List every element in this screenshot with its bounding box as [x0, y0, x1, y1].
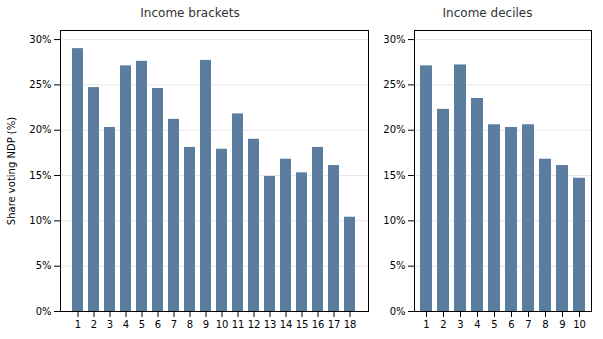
svg-text:20%: 20% [383, 124, 405, 135]
svg-text:3: 3 [107, 319, 113, 330]
svg-text:10%: 10% [29, 215, 51, 226]
svg-text:10%: 10% [383, 215, 405, 226]
html-text:Income deciles: Income deciles [442, 6, 533, 20]
svg-text:12: 12 [248, 319, 261, 330]
svg-text:10: 10 [216, 319, 229, 330]
svg-text:1: 1 [423, 319, 429, 330]
svg-text:30%: 30% [29, 34, 51, 45]
svg-text:2: 2 [91, 319, 97, 330]
svg-text:14: 14 [280, 319, 293, 330]
html-text:Income brackets: Income brackets [140, 6, 240, 20]
svg-text:15%: 15% [383, 170, 405, 181]
svg-text:3: 3 [457, 319, 463, 330]
svg-text:5%: 5% [36, 260, 52, 271]
svg-text:4: 4 [123, 319, 129, 330]
svg-text:13: 13 [264, 319, 277, 330]
svg-text:5%: 5% [390, 260, 406, 271]
svg-text:0%: 0% [36, 306, 52, 317]
svg-text:Share voting NDP (%): Share voting NDP (%) [6, 117, 17, 225]
svg-text:7: 7 [525, 319, 531, 330]
svg-text:4: 4 [474, 319, 480, 330]
svg-text:2: 2 [440, 319, 446, 330]
svg-text:10: 10 [573, 319, 586, 330]
svg-text:0%: 0% [390, 306, 406, 317]
svg-text:9: 9 [203, 319, 209, 330]
svg-text:5: 5 [139, 319, 145, 330]
svg-text:11: 11 [232, 319, 245, 330]
svg-text:25%: 25% [383, 79, 405, 90]
svg-text:5: 5 [491, 319, 497, 330]
svg-text:30%: 30% [383, 34, 405, 45]
svg-text:15%: 15% [29, 170, 51, 181]
svg-text:6: 6 [508, 319, 514, 330]
svg-text:18: 18 [344, 319, 357, 330]
svg-text:6: 6 [155, 319, 161, 330]
svg-text:7: 7 [171, 319, 177, 330]
svg-text:9: 9 [559, 319, 565, 330]
svg-text:20%: 20% [29, 124, 51, 135]
svg-text:8: 8 [187, 319, 193, 330]
svg-text:16: 16 [312, 319, 325, 330]
svg-text:25%: 25% [29, 79, 51, 90]
svg-text:1: 1 [75, 319, 81, 330]
svg-text:15: 15 [296, 319, 309, 330]
svg-text:8: 8 [542, 319, 548, 330]
svg-text:17: 17 [328, 319, 341, 330]
